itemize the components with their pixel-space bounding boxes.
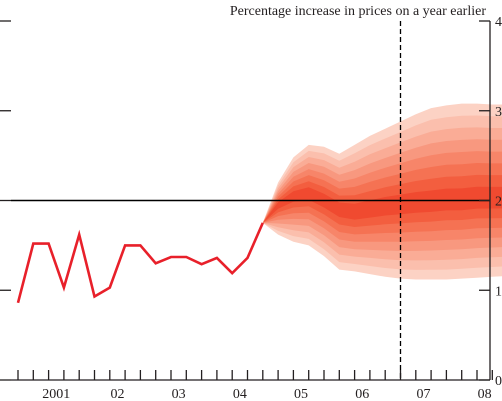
x-tick-label: 07 (416, 387, 430, 401)
x-tick-label: 04 (233, 387, 247, 401)
y-tick-label: 0 (495, 374, 502, 389)
axes: 0 1 2 3 4 2001 02 03 04 05 06 07 08 (0, 15, 502, 401)
x-tick-label: 2001 (42, 387, 70, 401)
fan-bands (262, 103, 502, 280)
y-tick-label: 4 (495, 15, 502, 30)
x-tick-label: 05 (294, 387, 308, 401)
y-tick-label: 3 (495, 105, 502, 120)
y-tick-label: 2 (495, 195, 502, 210)
x-tick-label: 06 (355, 387, 369, 401)
x-tick-label: 02 (110, 387, 124, 401)
x-tick-label: 08 (478, 387, 492, 401)
fan-band-8 (262, 186, 502, 223)
chart-title: Percentage increase in prices on a year … (230, 4, 486, 19)
y-tick-label: 1 (495, 284, 502, 299)
history-line (16, 222, 264, 304)
x-tick-label: 03 (172, 387, 186, 401)
